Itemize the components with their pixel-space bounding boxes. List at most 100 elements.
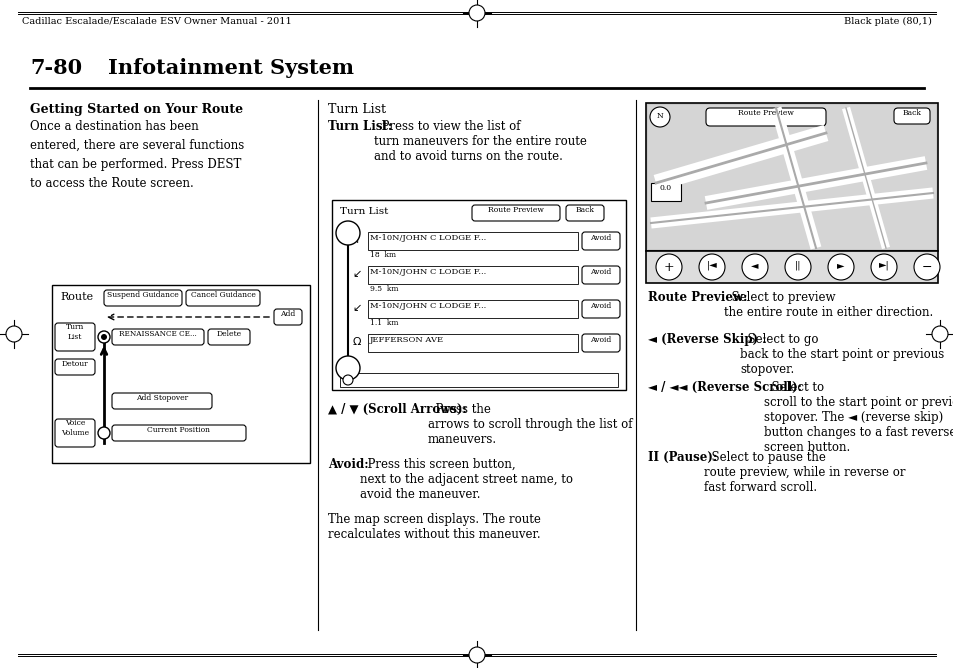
Circle shape [6,326,22,342]
Text: −: − [921,261,931,274]
FancyBboxPatch shape [112,393,212,409]
Text: Current Position: Current Position [148,426,211,434]
Text: ◄: ◄ [750,261,758,270]
Text: 9.5  km: 9.5 km [370,285,398,293]
Bar [645,251,937,283]
Circle shape [784,254,810,280]
Text: M-10N/JOHN C LODGE F...: M-10N/JOHN C LODGE F... [370,302,486,310]
Text: Add Stopover: Add Stopover [135,394,188,402]
Text: Select to pause the
route preview, while in reverse or
fast forward scroll.: Select to pause the route preview, while… [703,451,904,494]
Text: The map screen displays. The route
recalculates without this maneuver.: The map screen displays. The route recal… [328,513,540,541]
Text: Infotainment System: Infotainment System [108,58,354,78]
Text: ||: || [794,261,801,271]
Text: 7-80: 7-80 [30,58,82,78]
Text: Turn List: Turn List [339,207,388,216]
Text: ▲ / ▼ (Scroll Arrows):: ▲ / ▼ (Scroll Arrows): [328,403,466,416]
Text: Turn
List: Turn List [66,323,84,341]
Bar [645,103,937,251]
Text: Turn List: Turn List [328,103,386,116]
FancyBboxPatch shape [112,425,246,441]
Circle shape [101,334,107,340]
Text: i: i [103,427,105,435]
Text: Black plate (80,1): Black plate (80,1) [843,17,931,26]
Text: Press to view the list of
turn maneuvers for the entire route
and to avoid turns: Press to view the list of turn maneuvers… [374,120,586,163]
Text: ◄ (Reverse Skip) :: ◄ (Reverse Skip) : [647,333,766,346]
FancyBboxPatch shape [208,329,250,345]
FancyBboxPatch shape [705,108,825,126]
FancyBboxPatch shape [581,232,619,250]
Circle shape [931,326,947,342]
Text: Press this screen button,
next to the adjacent street name, to
avoid the maneuve: Press this screen button, next to the ad… [359,458,573,501]
Text: Cancel Guidance: Cancel Guidance [191,291,255,299]
Bar [650,183,680,201]
Text: RENAISSANCE CE...: RENAISSANCE CE... [119,330,196,338]
FancyBboxPatch shape [55,323,95,351]
Circle shape [656,254,681,280]
Text: Avoid: Avoid [590,268,611,276]
Text: Route Preview: Route Preview [738,109,793,117]
Text: Select to preview
the entire route in either direction.: Select to preview the entire route in ei… [723,291,932,319]
Circle shape [98,331,110,343]
Text: ►|: ►| [878,261,888,271]
Circle shape [827,254,853,280]
Circle shape [335,356,359,380]
FancyBboxPatch shape [186,290,260,306]
Circle shape [741,254,767,280]
Bar [368,266,578,284]
Text: Back: Back [902,109,921,117]
Text: 18  km: 18 km [370,251,395,259]
Text: |◄: |◄ [706,261,717,271]
Text: +: + [663,261,674,274]
FancyBboxPatch shape [565,205,603,221]
FancyBboxPatch shape [581,334,619,352]
Text: Avoid: Avoid [590,336,611,344]
Text: Route: Route [60,292,93,302]
Text: Avoid:: Avoid: [328,458,368,471]
Text: ◄ / ◄◄ (Reverse Scroll):: ◄ / ◄◄ (Reverse Scroll): [647,381,801,394]
Text: Back: Back [575,206,594,214]
Circle shape [699,254,724,280]
Text: ↑: ↑ [352,235,361,245]
Circle shape [469,5,484,21]
FancyBboxPatch shape [55,419,95,447]
Circle shape [469,647,484,663]
FancyBboxPatch shape [472,205,559,221]
Circle shape [335,221,359,245]
Text: Avoid: Avoid [590,234,611,242]
Bar [339,373,618,387]
FancyBboxPatch shape [581,300,619,318]
Text: Select to
scroll to the start point or previous
stopover. The ◄ (reverse skip)
b: Select to scroll to the start point or p… [763,381,953,454]
Text: ↙: ↙ [352,303,361,313]
Text: Route Preview: Route Preview [488,206,543,214]
Text: Add: Add [280,310,295,318]
Text: M-10N/JOHN C LODGE F...: M-10N/JOHN C LODGE F... [370,268,486,276]
Circle shape [343,375,353,385]
Circle shape [913,254,939,280]
FancyBboxPatch shape [104,290,182,306]
Bar [52,285,310,463]
Bar [368,232,578,250]
FancyBboxPatch shape [274,309,302,325]
Text: Select to go
back to the start point or previous
stopover.: Select to go back to the start point or … [740,333,943,376]
Text: Cadillac Escalade/Escalade ESV Owner Manual - 2011: Cadillac Escalade/Escalade ESV Owner Man… [22,17,292,26]
Bar [332,200,625,390]
Text: II (Pause):: II (Pause): [647,451,717,464]
Text: Ω: Ω [353,337,361,347]
Text: Detour: Detour [62,360,89,368]
Text: Avoid: Avoid [590,302,611,310]
FancyBboxPatch shape [55,359,95,375]
Text: Route Preview:: Route Preview: [647,291,747,304]
FancyBboxPatch shape [581,266,619,284]
Text: Suspend Guidance: Suspend Guidance [107,291,178,299]
Text: Turn List:: Turn List: [328,120,392,133]
FancyBboxPatch shape [893,108,929,124]
Text: M-10N/JOHN C LODGE F...: M-10N/JOHN C LODGE F... [370,234,486,242]
Text: ►: ► [837,261,843,270]
Text: 0.0: 0.0 [659,184,671,192]
Bar [368,334,578,352]
Text: Voice
Volume: Voice Volume [61,420,89,437]
FancyBboxPatch shape [112,329,204,345]
Text: Delete: Delete [216,330,241,338]
Circle shape [870,254,896,280]
Text: ↙: ↙ [352,269,361,279]
